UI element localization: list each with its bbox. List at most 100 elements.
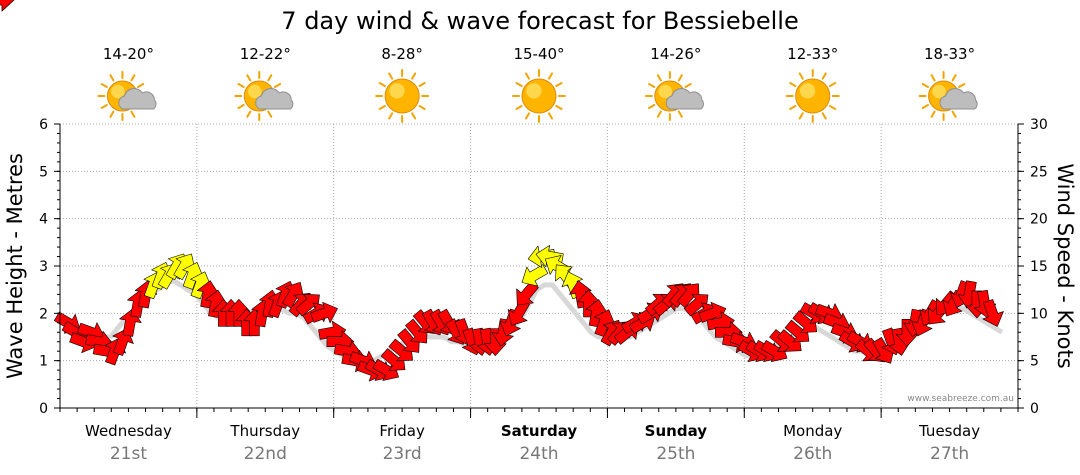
sun-ray	[555, 105, 563, 110]
sun-highlight	[248, 84, 262, 99]
day-name: Tuesday	[918, 422, 980, 440]
day-date: 26th	[793, 444, 832, 464]
sun-ray	[656, 74, 662, 82]
y-tick-right: 30	[1030, 117, 1048, 133]
sun-ray	[267, 74, 273, 82]
day-temp: 18-33°	[924, 45, 975, 63]
day-date: 22nd	[244, 444, 287, 464]
sun-ray	[951, 110, 957, 118]
x-axis-day-labels: Wednesday 21st Thursday 22nd Friday 23rd Satur…	[85, 422, 980, 464]
wind-arrow	[677, 283, 700, 308]
day-forecast-header: 14-20° 12-22° 8-28° 15-40° 14-26° 12-33° 18-33…	[97, 45, 978, 123]
day-temp: 12-33°	[787, 45, 838, 63]
sun-ray	[921, 83, 929, 88]
sun-ray	[829, 105, 837, 110]
cloud-shape	[665, 88, 704, 110]
sun-ray	[273, 83, 282, 88]
sun-ray	[829, 82, 837, 87]
day-name: Friday	[379, 422, 425, 440]
wind-arrow	[0, 0, 15, 12]
chart-title: 7 day wind & wave forecast for Bessiebel…	[281, 7, 798, 35]
y-tick-left: 6	[39, 117, 48, 133]
wind-arrow	[310, 301, 338, 324]
wind-arrow	[982, 299, 1004, 327]
sun-ray	[951, 74, 957, 82]
sun-ray	[515, 82, 523, 87]
sun-highlight	[932, 84, 946, 99]
sun-highlight	[389, 83, 405, 99]
sun-ray	[246, 110, 252, 118]
sun-ray	[677, 110, 683, 118]
sun-icon	[785, 69, 840, 123]
sun-ray	[684, 83, 692, 88]
day-temp: 14-26°	[650, 45, 701, 63]
sun-ray	[930, 74, 936, 82]
y-tick-left: 5	[39, 164, 48, 180]
sun-ray	[267, 110, 273, 118]
sun-icon	[375, 69, 430, 123]
sun-ray	[137, 83, 145, 88]
y-tick-right: 0	[1030, 401, 1039, 417]
y-tick-right: 10	[1030, 306, 1048, 322]
sun-ray	[648, 104, 656, 109]
sun-cloud-icon	[918, 71, 978, 121]
day-date: 27th	[930, 444, 969, 464]
sun-ray	[656, 110, 662, 118]
day-name: Thursday	[229, 422, 300, 440]
sun-ray	[548, 72, 553, 80]
sun-ray	[921, 104, 929, 109]
day-temp: 8-28°	[381, 45, 423, 63]
sun-ray	[130, 74, 136, 82]
y-tick-right: 15	[1030, 259, 1048, 275]
sun-ray	[958, 83, 966, 88]
sun-highlight	[799, 83, 816, 99]
y-tick-right: 25	[1030, 164, 1048, 180]
sun-ray	[789, 105, 797, 110]
y-tick-left: 2	[39, 306, 48, 322]
sun-ray	[418, 105, 426, 110]
sun-ray	[109, 110, 115, 118]
sun-cloud-icon	[644, 71, 704, 121]
sun-highlight	[526, 83, 542, 99]
sun-ray	[100, 83, 108, 88]
wind-arrow	[173, 253, 196, 281]
credit-text: www.seabreeze.com.au	[907, 394, 1014, 404]
sun-ray	[798, 72, 804, 80]
day-temp: 15-40°	[513, 45, 564, 63]
sun-ray	[411, 112, 417, 120]
sun-ray	[525, 72, 530, 80]
day-name: Saturday	[501, 422, 578, 440]
day-date: 23rd	[383, 444, 422, 464]
y-tick-left: 4	[39, 212, 48, 228]
sun-icon	[512, 69, 566, 123]
sun-ray	[798, 112, 804, 120]
wind-arrow	[190, 271, 212, 300]
axes: 0 01 52 103 154 205 256 30	[39, 117, 1048, 418]
sun-ray	[548, 112, 553, 120]
sun-ray	[648, 83, 656, 88]
sun-ray	[821, 72, 827, 80]
sun-ray	[515, 105, 523, 110]
y-tick-left: 0	[39, 401, 48, 417]
sun-ray	[411, 72, 417, 80]
sun-ray	[418, 82, 426, 87]
sun-cloud-icon	[234, 71, 294, 121]
day-temp: 12-22°	[240, 45, 291, 63]
sun-ray	[130, 110, 136, 118]
sun-ray	[100, 104, 108, 109]
sun-ray	[930, 110, 936, 118]
cloud-shape	[255, 88, 294, 110]
sun-ray	[109, 74, 115, 82]
sun-ray	[388, 112, 394, 120]
sun-ray	[246, 74, 252, 82]
day-date: 21st	[110, 444, 147, 464]
cloud-shape	[939, 88, 978, 110]
sun-ray	[789, 82, 797, 87]
sun-highlight	[111, 84, 125, 99]
y-tick-right: 5	[1030, 354, 1039, 370]
sun-ray	[388, 72, 394, 80]
day-date: 24th	[519, 444, 558, 464]
cloud-shape	[118, 88, 157, 110]
y-tick-right: 20	[1030, 212, 1048, 228]
